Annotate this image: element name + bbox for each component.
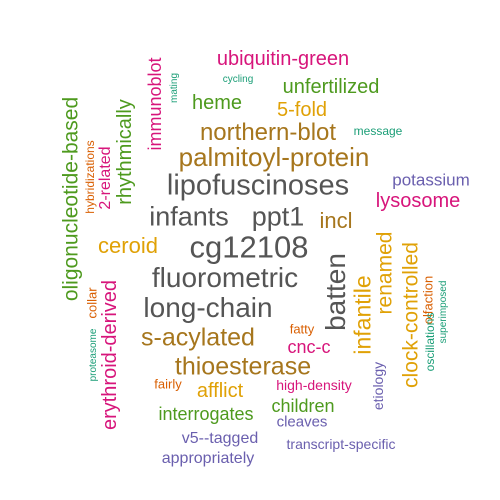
- word-potassium: potassium: [392, 170, 470, 190]
- word-heme: heme: [191, 92, 243, 114]
- word-s-acylated: s-acylated: [141, 323, 255, 352]
- word-rhythmically: rhythmically: [114, 99, 136, 205]
- word-superimposed: superimposed: [438, 280, 449, 344]
- word-fluorometric: fluorometric: [151, 262, 299, 293]
- word-cycling: cycling: [222, 74, 254, 85]
- word-ubiquitin-green: ubiquitin-green: [216, 48, 350, 70]
- word-oligonucleotide-based: oligonucleotide-based: [59, 96, 83, 302]
- word-palmitoyl-protein: palmitoyl-protein: [178, 142, 370, 172]
- word-mating: mating: [169, 72, 180, 104]
- word-5-fold: 5-fold: [276, 99, 328, 121]
- word-appropriately: appropriately: [161, 450, 255, 467]
- word-infantile: infantile: [349, 275, 376, 355]
- word-cleaves: cleaves: [276, 413, 328, 431]
- word-v5-tagged: v5--tagged: [181, 430, 259, 447]
- word-clock-controlled: clock-controlled: [399, 242, 423, 388]
- word-northern-blot: northern-blot: [199, 119, 337, 146]
- word-hybridizations: hybridizations: [83, 140, 97, 214]
- word-infants: infants: [149, 201, 229, 232]
- word-cnc-c: cnc-c: [287, 337, 331, 357]
- word-2-related: 2-related: [97, 146, 114, 210]
- word-fatty: fatty: [289, 321, 315, 337]
- word-unfertilized: unfertilized: [282, 76, 380, 98]
- word-ppt1: ppt1: [251, 201, 305, 232]
- word-etiology: etiology: [370, 361, 386, 411]
- word-fairly: fairly: [154, 376, 182, 392]
- word-thioesterase: thioesterase: [174, 352, 312, 381]
- word-batten: batten: [320, 253, 351, 331]
- word-cg12108: cg12108: [189, 229, 309, 265]
- word-oscillations: oscillations: [423, 312, 437, 372]
- word-long-chain: long-chain: [143, 292, 273, 323]
- word-collar: collar: [84, 287, 100, 319]
- word-immunoblot: immunoblot: [145, 57, 165, 151]
- word-erythroid-derived: erythroid-derived: [99, 279, 121, 431]
- word-ceroid: ceroid: [98, 233, 158, 258]
- word-incl: incl: [319, 208, 353, 233]
- word-message: message: [353, 124, 403, 138]
- word-interrogates: interrogates: [158, 404, 254, 424]
- word-renamed: renamed: [373, 231, 397, 315]
- word-proteasome: proteasome: [88, 328, 99, 382]
- word-transcript-specific: transcript-specific: [286, 436, 396, 452]
- word-lysosome: lysosome: [375, 190, 461, 212]
- word-lipofuscinoses: lipofuscinoses: [166, 169, 350, 202]
- word-children: children: [271, 396, 335, 416]
- word-afflict: afflict: [196, 380, 244, 402]
- word-high-density: high-density: [276, 377, 352, 393]
